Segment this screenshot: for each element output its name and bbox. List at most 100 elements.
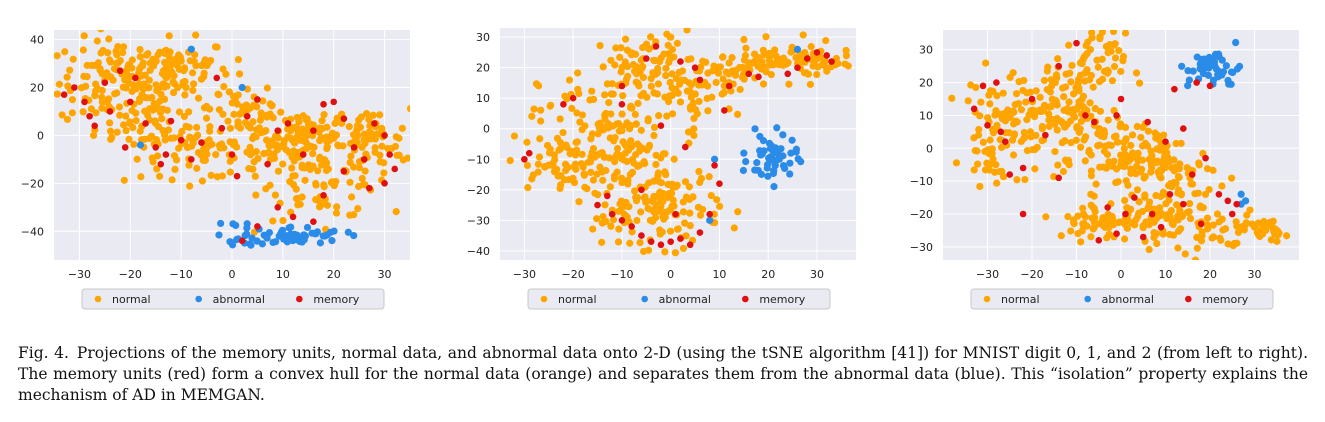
normal-point [654,172,662,180]
normal-point [1054,55,1062,63]
legend-marker-abnormal [1084,295,1091,303]
normal-point [621,149,630,157]
normal-point [362,150,370,158]
normal-point [613,144,622,153]
normal-point [361,167,369,175]
normal-point [145,134,153,143]
memory-point [686,241,694,249]
x-tick-label: −20 [562,268,585,281]
normal-point [1117,162,1125,170]
normal-point [1135,209,1143,217]
normal-point [1228,174,1236,182]
normal-point [1076,71,1084,79]
abnormal-point [1200,55,1208,63]
normal-point [222,70,230,78]
normal-point [537,106,545,114]
normal-point [653,90,661,98]
normal-point [1117,151,1125,159]
normal-point [661,150,669,158]
normal-point [575,198,583,206]
normal-point [565,76,574,84]
figure: −30 −20 −10 0 10 20 30 −40 −20 0 20 40 normal abnorma… [21,28,1299,310]
normal-point [82,82,90,90]
memory-point [979,82,987,90]
normal-point [179,80,187,88]
memory-point [803,55,811,62]
normal-point [981,147,989,156]
y-tick-label: 30 [476,31,490,44]
normal-point [165,52,173,60]
normal-point [228,99,236,107]
memory-point [198,139,205,146]
normal-point [106,127,115,135]
normal-point [133,155,141,163]
normal-point [566,150,574,158]
abnormal-point [773,124,781,132]
normal-point [1053,114,1061,122]
normal-point [79,46,87,54]
x-tick-label: 0 [1118,268,1125,281]
normal-point [668,70,676,78]
normal-point [762,33,770,41]
normal-point [1157,174,1165,182]
normal-point [1077,238,1085,246]
normal-point [1104,216,1112,224]
normal-point [1022,98,1030,106]
normal-point [979,138,987,146]
normal-point [1078,227,1086,235]
normal-point [623,62,632,71]
abnormal-point [1209,55,1217,64]
normal-point [331,119,339,128]
normal-point [580,170,588,178]
normal-point [722,68,730,76]
normal-point [1053,126,1061,134]
y-tick-label: −10 [467,153,490,166]
normal-point [68,96,77,104]
memory-point [254,96,261,103]
normal-point [1085,146,1093,154]
normal-point [170,152,179,160]
normal-point [620,210,628,219]
normal-point [380,169,388,177]
abnormal-point [265,228,274,237]
memory-point [560,101,567,108]
normal-point [842,46,850,55]
normal-point [296,136,304,144]
normal-point [1036,93,1044,101]
normal-point [212,151,220,159]
normal-point [226,168,234,176]
normal-point [689,99,697,107]
normal-point [1209,221,1217,229]
normal-point [1196,203,1204,211]
points-layer [54,30,410,249]
normal-point [681,178,690,186]
normal-point [523,138,531,146]
normal-point [171,165,179,174]
normal-point [136,46,144,54]
normal-point [168,176,176,184]
memory-point [350,144,358,151]
normal-point [1218,182,1226,190]
normal-point [668,110,677,118]
normal-point [862,60,869,67]
normal-point [1103,150,1112,159]
normal-point [523,161,532,170]
normal-point [673,39,681,47]
memory-point [1139,233,1147,241]
normal-point [632,120,640,128]
normal-point [713,196,721,204]
legend-box [81,288,385,310]
abnormal-point [1218,56,1226,64]
normal-point [1186,214,1195,223]
normal-point [637,208,645,216]
normal-point [1141,139,1150,147]
normal-point [1162,200,1170,208]
normal-point [1153,239,1161,248]
normal-point [534,168,542,176]
normal-point [716,63,725,71]
memory-point [116,67,124,75]
normal-point [58,111,66,119]
normal-point [636,238,644,247]
normal-point [802,69,810,77]
normal-point [1131,221,1139,229]
